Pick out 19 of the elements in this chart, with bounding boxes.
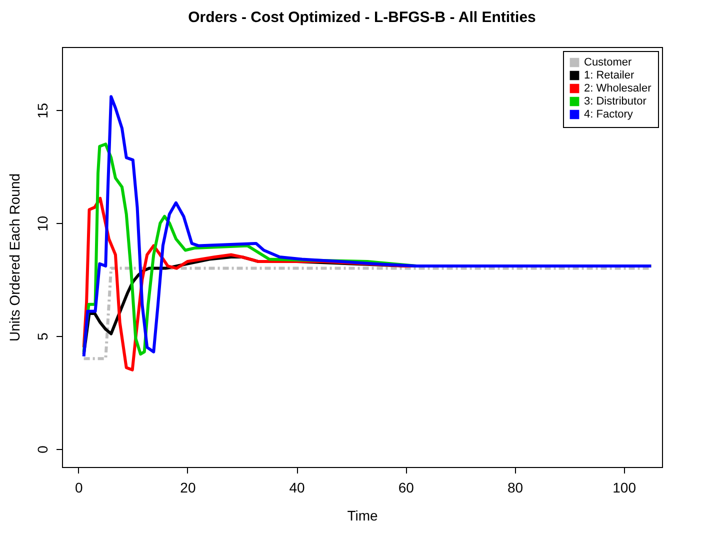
x-tick-label: 20 bbox=[180, 480, 196, 496]
legend-label: Customer bbox=[584, 56, 632, 68]
y-tick-label: 0 bbox=[34, 445, 50, 454]
y-axis-title: Units Ordered Each Round bbox=[6, 173, 22, 342]
legend-label: 3: Distributor bbox=[584, 96, 647, 108]
chart-title: Orders - Cost Optimized - L-BFGS-B - All Entities bbox=[188, 9, 536, 26]
y-tick-label: 5 bbox=[34, 332, 50, 340]
line-series bbox=[82, 95, 653, 358]
legend-label: 4: Factory bbox=[584, 108, 634, 120]
y-tick-label: 15 bbox=[34, 102, 50, 119]
x-tick-label: 80 bbox=[507, 480, 524, 496]
x-tick-label: 40 bbox=[289, 480, 306, 496]
x-axis-title: Time bbox=[347, 508, 378, 524]
x-tick-label: 100 bbox=[612, 480, 636, 496]
x-tick-label: 60 bbox=[398, 480, 414, 496]
legend-label: 1: Retailer bbox=[584, 70, 634, 82]
y-tick-label: 10 bbox=[34, 216, 50, 232]
legend-label: 2: Wholesaler bbox=[584, 82, 652, 94]
x-tick-label: 0 bbox=[74, 480, 83, 496]
